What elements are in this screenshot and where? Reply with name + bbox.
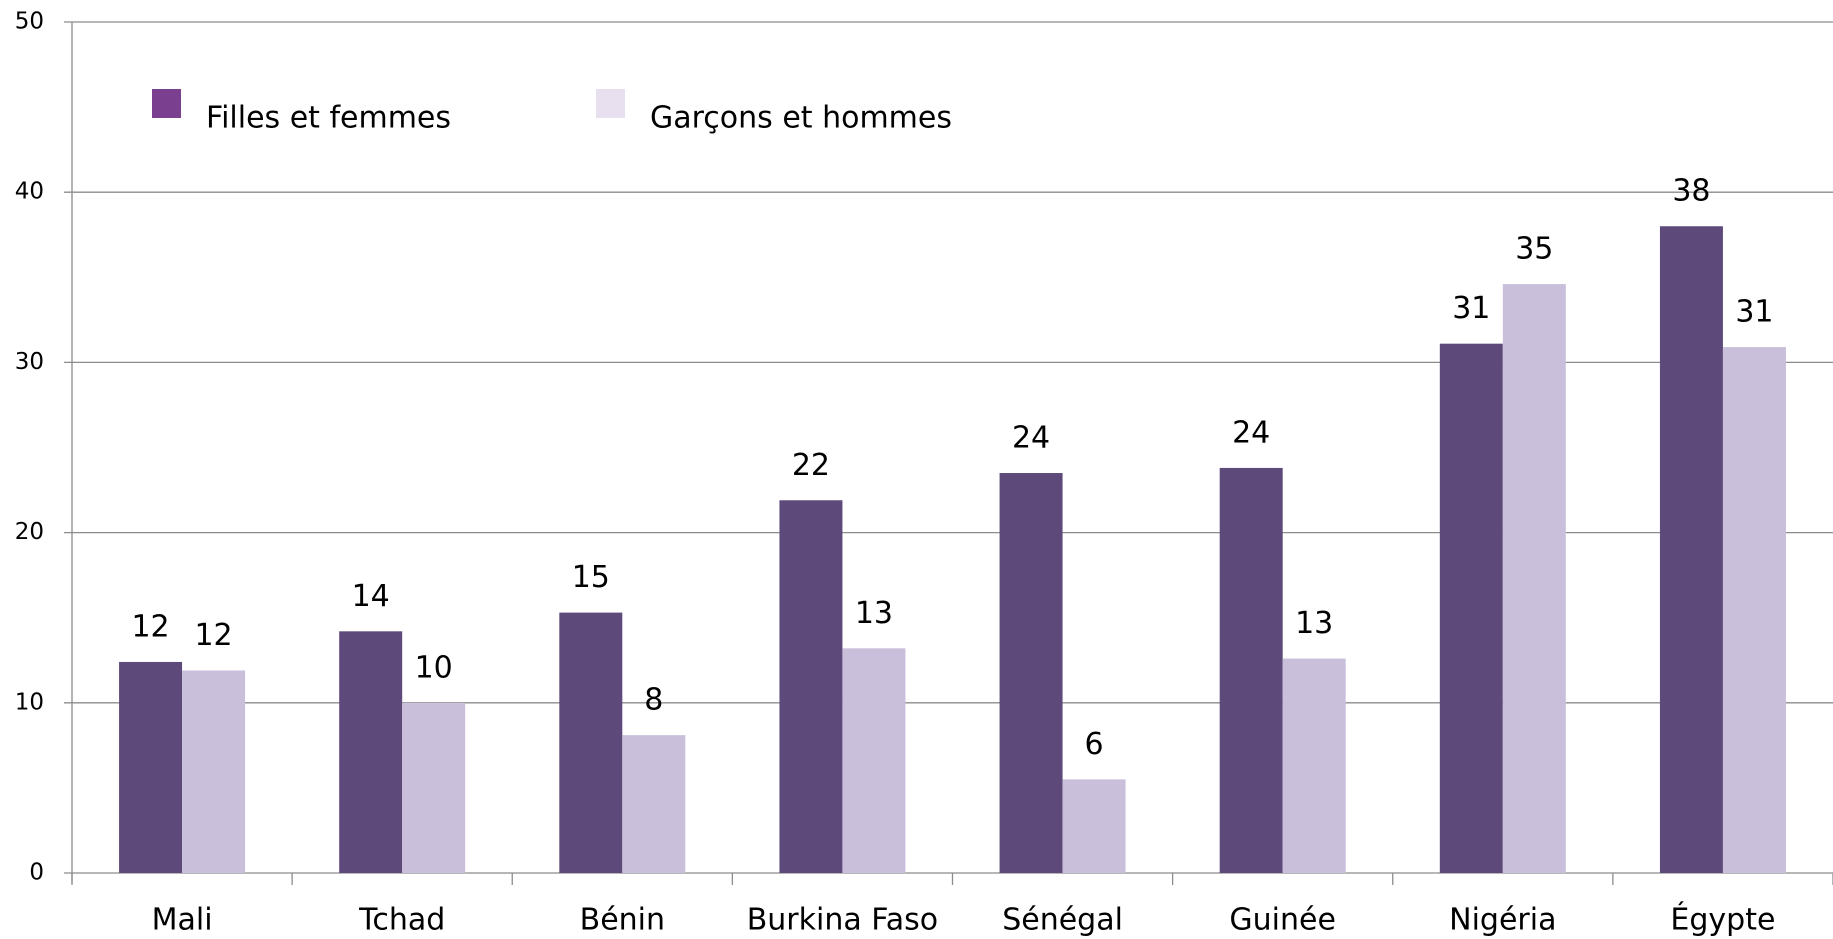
legend-label: Garçons et hommes xyxy=(650,101,952,136)
data-label: 10 xyxy=(415,650,453,685)
data-label: 31 xyxy=(1735,295,1773,330)
bar xyxy=(182,670,246,873)
y-tick-label: 20 xyxy=(15,519,44,545)
bar xyxy=(559,612,623,873)
bar xyxy=(842,648,906,873)
x-tick-label: Tchad xyxy=(358,903,445,938)
x-tick-label: Égypte xyxy=(1670,902,1775,938)
data-label: 13 xyxy=(855,596,893,631)
y-tick-label: 10 xyxy=(15,689,44,715)
data-label: 24 xyxy=(1012,421,1050,456)
y-tick-label: 0 xyxy=(29,860,44,886)
bar xyxy=(622,735,686,873)
legend-swatch xyxy=(152,89,181,118)
x-tick-label: Bénin xyxy=(580,903,665,938)
x-tick-label: Sénégal xyxy=(1002,903,1123,938)
y-tick-label: 30 xyxy=(15,349,44,375)
bar xyxy=(779,500,843,873)
bar xyxy=(119,661,183,873)
bar xyxy=(1659,226,1723,874)
bar xyxy=(1219,467,1283,873)
data-label: 38 xyxy=(1672,174,1710,209)
data-label: 14 xyxy=(352,579,390,614)
legend-label: Filles et femmes xyxy=(206,101,451,136)
legend-swatch xyxy=(596,89,625,118)
data-label: 13 xyxy=(1295,606,1333,641)
bar xyxy=(999,473,1063,873)
bar xyxy=(1502,284,1566,873)
bar xyxy=(1062,779,1126,873)
data-label: 8 xyxy=(644,683,663,718)
bar xyxy=(1282,658,1346,873)
data-label: 24 xyxy=(1232,415,1270,450)
y-tick-label: 40 xyxy=(15,179,44,205)
data-label: 22 xyxy=(792,448,830,483)
bar xyxy=(1722,347,1786,873)
data-label: 35 xyxy=(1515,232,1553,267)
x-tick-label: Guinée xyxy=(1229,903,1336,938)
x-tick-label: Mali xyxy=(152,903,213,938)
bar xyxy=(339,631,403,873)
x-tick-label: Nigéria xyxy=(1449,903,1556,938)
data-label: 12 xyxy=(194,618,232,653)
bar xyxy=(402,702,466,873)
data-label: 12 xyxy=(131,609,169,644)
x-tick-label: Burkina Faso xyxy=(747,903,938,938)
data-label: 6 xyxy=(1085,727,1104,762)
y-tick-label: 50 xyxy=(15,9,44,35)
bar xyxy=(1439,343,1503,874)
data-label: 15 xyxy=(572,560,610,595)
data-label: 31 xyxy=(1452,291,1490,326)
